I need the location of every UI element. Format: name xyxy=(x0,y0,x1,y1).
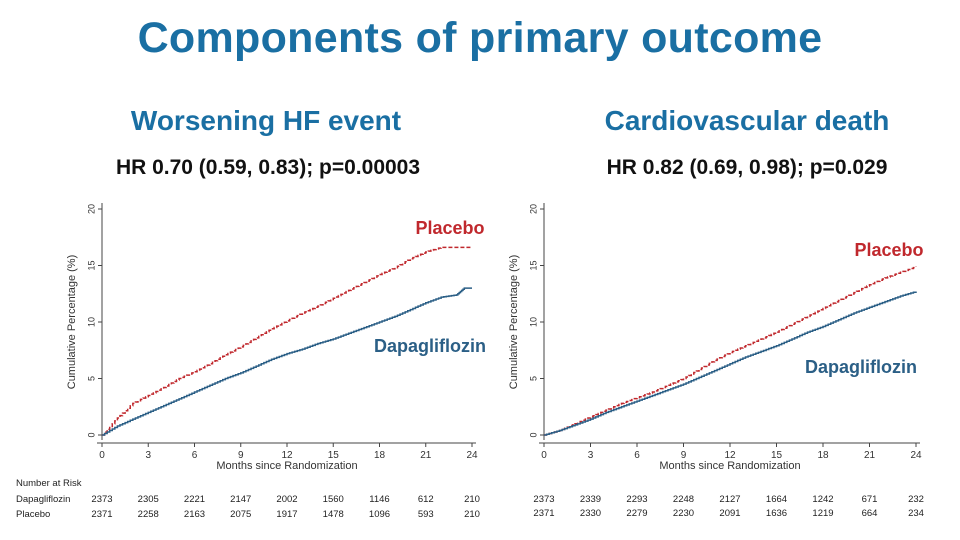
y-tick-label: 15 xyxy=(86,260,96,270)
x-tick-label: 21 xyxy=(420,450,432,461)
left-risk-row-label-dapagliflozin: Dapagliflozin xyxy=(16,494,71,505)
risk-value: 2230 xyxy=(672,508,695,519)
x-tick-label: 6 xyxy=(634,450,640,461)
dapagliflozin-label: Dapagliflozin xyxy=(805,357,917,377)
x-tick-label: 9 xyxy=(681,450,687,461)
risk-value: 2373 xyxy=(533,494,555,505)
risk-value: 2248 xyxy=(672,494,695,505)
dapagliflozin-label: Dapagliflozin xyxy=(374,336,486,356)
y-tick-label: 0 xyxy=(528,432,538,437)
x-tick-label: 9 xyxy=(238,450,244,461)
x-tick-label: 12 xyxy=(281,450,293,461)
risk-value: 210 xyxy=(464,494,480,505)
x-tick-label: 21 xyxy=(864,450,876,461)
risk-value: 2330 xyxy=(579,508,602,519)
left-risk-header: Number at Risk xyxy=(16,478,82,489)
risk-value: 210 xyxy=(464,509,480,520)
risk-value: 1636 xyxy=(765,508,788,519)
y-tick-label: 5 xyxy=(86,376,96,381)
y-tick-label: 0 xyxy=(86,432,96,437)
series-line-placebo xyxy=(102,246,472,436)
risk-value: 1242 xyxy=(812,494,834,505)
x-tick-label: 0 xyxy=(541,450,547,461)
series-line-dapagliflozin xyxy=(544,291,917,436)
risk-value: 612 xyxy=(417,494,434,505)
risk-value: 1560 xyxy=(322,494,344,505)
page-title: Components of primary outcome xyxy=(137,14,823,62)
risk-value: 2147 xyxy=(230,494,252,505)
risk-value: 2339 xyxy=(579,494,602,505)
y-tick-label: 20 xyxy=(528,204,538,214)
placebo-label: Placebo xyxy=(415,218,484,238)
x-tick-label: 18 xyxy=(817,450,829,461)
x-tick-label: 3 xyxy=(145,450,151,461)
y-tick-label: 10 xyxy=(528,317,538,327)
x-tick-label: 12 xyxy=(724,450,736,461)
risk-value: 664 xyxy=(861,508,878,519)
x-tick-label: 15 xyxy=(771,450,783,461)
risk-value: 2127 xyxy=(719,494,741,505)
x-tick-label: 0 xyxy=(99,450,105,461)
y-tick-label: 10 xyxy=(86,317,96,327)
x-tick-label: 18 xyxy=(374,450,386,461)
y-tick-label: 5 xyxy=(528,376,538,381)
y-tick-label: 15 xyxy=(528,260,538,270)
risk-value: 2163 xyxy=(183,509,206,520)
risk-value: 2371 xyxy=(91,509,113,520)
risk-value: 1219 xyxy=(812,508,834,519)
x-tick-label: 15 xyxy=(328,450,340,461)
risk-value: 2075 xyxy=(230,509,252,520)
right-chart-hazard-ratio: HR 0.82 (0.69, 0.98); p=0.029 xyxy=(606,156,888,179)
left-risk-row-label-placebo: Placebo xyxy=(16,509,51,520)
left-chart-hazard-ratio: HR 0.70 (0.59, 0.83); p=0.00003 xyxy=(115,156,421,179)
risk-value: 1917 xyxy=(276,509,298,520)
risk-value: 2305 xyxy=(137,494,159,505)
placebo-label: Placebo xyxy=(854,240,923,260)
risk-value: 1096 xyxy=(368,509,391,520)
series-line-placebo xyxy=(544,266,917,436)
risk-value: 2293 xyxy=(626,494,648,505)
left-chart-title: Worsening HF event xyxy=(130,105,402,136)
risk-value: 232 xyxy=(908,494,924,505)
risk-value: 593 xyxy=(417,509,434,520)
risk-value: 2221 xyxy=(183,494,206,505)
risk-value: 2373 xyxy=(91,494,113,505)
x-tick-label: 6 xyxy=(192,450,198,461)
risk-value: 2371 xyxy=(533,508,555,519)
x-axis-label: Months since Randomization xyxy=(216,460,357,472)
risk-value: 1146 xyxy=(369,494,390,505)
x-axis-label: Months since Randomization xyxy=(659,460,800,472)
x-tick-label: 24 xyxy=(466,450,478,461)
y-axis-label: Cumulative Percentage (%) xyxy=(508,255,520,390)
risk-value: 2002 xyxy=(276,494,298,505)
x-tick-label: 3 xyxy=(588,450,594,461)
x-tick-label: 24 xyxy=(910,450,922,461)
right-km-chart: 0 5 10 15 20 0 3 6 9 12 15 18 21 24 Months since Rando… xyxy=(508,203,924,472)
risk-value: 671 xyxy=(861,494,878,505)
risk-value: 234 xyxy=(908,508,924,519)
risk-value: 1478 xyxy=(322,509,344,520)
risk-value: 2279 xyxy=(626,508,648,519)
left-km-chart: 0 5 10 15 20 0 3 6 9 12 15 18 21 24 Months since Rando… xyxy=(66,203,486,472)
risk-value: 2258 xyxy=(137,509,159,520)
y-axis-label: Cumulative Percentage (%) xyxy=(66,255,78,390)
risk-value: 2091 xyxy=(719,508,741,519)
risk-value: 1664 xyxy=(765,494,788,505)
right-chart-title: Cardiovascular death xyxy=(604,105,890,136)
series-line-dapagliflozin xyxy=(102,287,472,436)
y-tick-label: 20 xyxy=(86,204,96,214)
